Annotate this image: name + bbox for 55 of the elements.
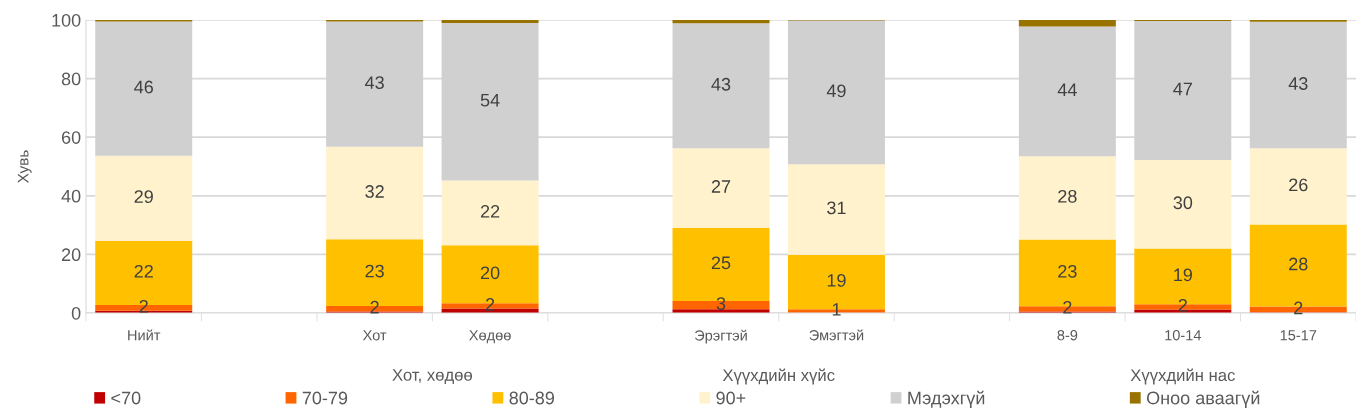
- data-label: 3: [716, 297, 726, 310]
- data-label: 43: [365, 76, 384, 90]
- legend-label: Оноо аваагүй: [1146, 390, 1260, 408]
- x-tick-label: 10-14: [1165, 330, 1202, 341]
- data-label: 44: [1057, 83, 1077, 97]
- x-tick-label: Эмэгтэй: [809, 329, 864, 341]
- data-label: 29: [134, 190, 153, 203]
- x-tick-label: Хот: [362, 330, 387, 341]
- x-tick-label: Нийт: [128, 329, 161, 341]
- x-tick-label: Хөдөө: [469, 330, 511, 344]
- data-label: 43: [1288, 77, 1308, 90]
- y-tick-label: 100: [52, 13, 81, 27]
- data-label: 27: [711, 180, 731, 193]
- legend-label: Мэдэхгүй: [908, 390, 985, 408]
- data-label: 20: [480, 266, 500, 280]
- y-tick-label: 80: [61, 72, 81, 86]
- y-tick-label: 0: [71, 306, 81, 320]
- x-tick-label: 15-17: [1280, 330, 1317, 341]
- data-label: 26: [1289, 178, 1308, 192]
- data-label: 2: [139, 299, 148, 313]
- data-label: 2: [1294, 301, 1303, 315]
- data-label: 19: [1174, 268, 1193, 282]
- x-tick-label: 8-9: [1057, 330, 1078, 341]
- text: Хүүхдийн хүйс: [722, 368, 835, 385]
- data-label: 28: [1289, 257, 1308, 271]
- data-label: 54: [480, 93, 500, 107]
- x-tick-label: Эрэгтэй: [694, 329, 747, 344]
- data-label: 31: [827, 201, 846, 215]
- legend-label: 80-89: [509, 391, 555, 405]
- data-label: 2: [370, 300, 379, 314]
- data-label: 23: [365, 264, 384, 278]
- data-label: 46: [134, 80, 153, 94]
- y-tick-label: 40: [61, 189, 81, 203]
- legend-label: 70-79: [302, 391, 348, 405]
- data-label: 32: [365, 185, 384, 198]
- data-label: 28: [1058, 189, 1077, 203]
- legend-label: <70: [111, 391, 141, 405]
- data-label: 49: [826, 84, 846, 98]
- data-label: 25: [711, 256, 731, 270]
- data-label: 2: [1063, 300, 1072, 314]
- data-label: 19: [827, 274, 846, 287]
- y-tick-label: 60: [61, 131, 81, 144]
- data-label: 2: [1178, 298, 1187, 312]
- data-label: 43: [711, 77, 731, 91]
- text: Хүүхдийн нас: [1130, 368, 1235, 385]
- data-label: 22: [480, 205, 500, 218]
- data-label: 22: [134, 264, 153, 278]
- y-axis-title: Хувь: [17, 150, 32, 183]
- text: Хот, хөдөө: [392, 369, 473, 384]
- legend-label: 90+: [716, 391, 746, 405]
- data-label: 47: [1173, 82, 1192, 96]
- data-label: 2: [485, 298, 495, 311]
- data-label: 23: [1058, 264, 1077, 278]
- y-tick-label: 20: [61, 248, 81, 262]
- data-label: 30: [1173, 196, 1193, 210]
